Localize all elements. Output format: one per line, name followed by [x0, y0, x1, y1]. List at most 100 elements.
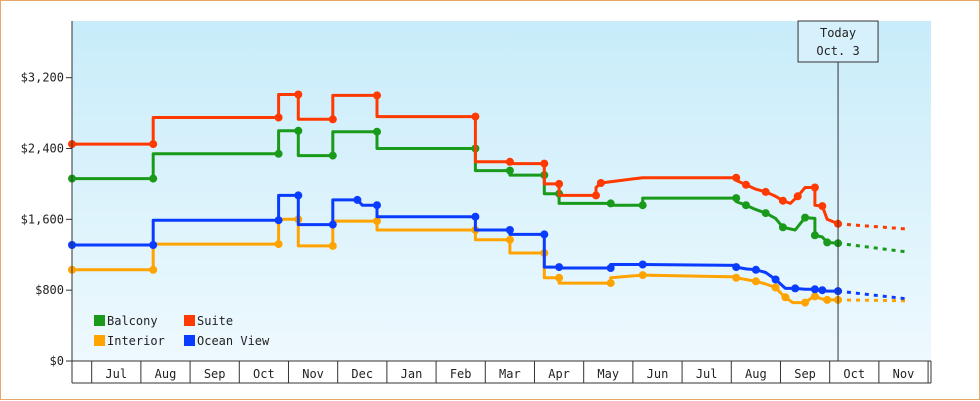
data-point-ocean-view	[471, 212, 480, 221]
data-point-suite	[810, 183, 819, 192]
series-line-balcony	[72, 129, 839, 245]
data-point-balcony	[742, 201, 750, 210]
data-point-balcony	[505, 166, 514, 175]
data-point-ocean-view	[791, 284, 800, 293]
legend-swatch-interior	[94, 335, 105, 346]
data-point-interior	[751, 277, 760, 286]
data-point-interior	[771, 283, 780, 292]
data-point-suite	[761, 187, 770, 196]
data-point-suite	[818, 202, 827, 211]
y-tick-label: $0	[50, 354, 64, 368]
data-point-interior	[810, 292, 819, 301]
series-projection-ocean-view	[837, 289, 909, 301]
data-point-balcony	[294, 126, 303, 135]
x-tick-label: Mar	[499, 367, 521, 381]
legend-label-suite: Suite	[197, 314, 233, 328]
data-point-ocean-view	[149, 241, 158, 249]
x-tick-label: Apr	[548, 367, 570, 381]
series-line-interior	[72, 217, 838, 305]
data-point-interior	[638, 271, 647, 280]
x-tick-label: Jun	[647, 367, 669, 381]
data-point-interior	[606, 279, 615, 288]
today-date-label: Oct. 3	[816, 44, 859, 58]
data-point-suite	[149, 140, 158, 149]
data-point-suite	[596, 179, 605, 187]
data-point-balcony	[606, 199, 615, 208]
data-point-ocean-view	[818, 286, 827, 295]
series-projection-interior	[837, 298, 909, 303]
data-point-ocean-view	[373, 201, 381, 210]
y-tick-label: $1,600	[21, 212, 64, 226]
data-point-ocean-view	[606, 264, 615, 272]
data-point-suite	[274, 113, 283, 122]
y-tick-label: $800	[35, 283, 64, 297]
x-tick-label: Aug	[155, 367, 177, 381]
data-point-suite	[778, 196, 787, 205]
x-tick-label: Jan	[401, 367, 423, 381]
data-point-suite	[555, 179, 564, 188]
legend-label-balcony: Balcony	[107, 314, 158, 328]
today-box	[797, 20, 879, 63]
data-point-interior	[328, 241, 337, 250]
data-point-balcony	[778, 223, 787, 232]
data-point-ocean-view	[353, 195, 362, 204]
legend-swatch-suite	[184, 315, 195, 326]
data-point-ocean-view	[638, 260, 647, 269]
x-tick-label: Jul	[105, 367, 127, 381]
y-tick-label: $3,200	[21, 71, 64, 85]
data-point-ocean-view	[274, 216, 283, 225]
data-point-balcony	[274, 149, 283, 158]
data-point-balcony	[328, 151, 337, 160]
x-tick-label: Sep	[794, 367, 816, 381]
data-point-interior	[149, 265, 158, 274]
data-point-interior	[732, 273, 741, 282]
x-tick-label: Nov	[893, 367, 915, 381]
data-point-balcony	[810, 231, 819, 240]
data-point-suite	[294, 90, 303, 99]
x-tick-label: Oct	[843, 367, 865, 381]
data-point-suite	[505, 157, 514, 166]
data-point-ocean-view	[751, 265, 760, 274]
data-point-suite	[732, 173, 741, 182]
legend-swatch-ocean-view	[184, 335, 195, 346]
data-point-balcony	[373, 127, 381, 136]
data-point-ocean-view	[540, 230, 549, 239]
data-point-ocean-view	[771, 275, 780, 284]
data-point-interior	[505, 235, 514, 244]
legend-label-interior: Interior	[107, 334, 165, 348]
series-projection-suite	[837, 222, 909, 231]
x-tick-label: May	[597, 367, 619, 381]
data-point-balcony	[638, 201, 647, 210]
x-tick-label: Nov	[302, 367, 324, 381]
x-tick-label: Oct	[253, 367, 275, 381]
data-point-interior	[801, 298, 810, 307]
data-point-interior	[274, 240, 283, 249]
data-point-balcony	[149, 174, 158, 183]
data-point-interior	[373, 217, 381, 226]
data-point-interior	[781, 293, 790, 302]
x-tick-label: Aug	[745, 367, 767, 381]
data-point-ocean-view	[328, 220, 337, 229]
plot-area	[72, 21, 931, 361]
series-projection-balcony	[837, 241, 909, 254]
data-point-suite	[793, 192, 802, 201]
x-tick-label: Feb	[450, 367, 472, 381]
legend-swatch-balcony	[94, 315, 105, 326]
data-point-suite	[742, 180, 750, 189]
data-point-ocean-view	[555, 263, 564, 272]
y-tick-label: $2,400	[21, 142, 64, 156]
data-point-ocean-view	[505, 226, 514, 234]
data-point-balcony	[761, 209, 770, 218]
data-point-suite	[471, 112, 480, 121]
data-point-suite	[592, 191, 600, 200]
data-point-interior	[823, 295, 832, 304]
data-point-suite	[540, 159, 549, 168]
data-point-suite	[328, 115, 337, 124]
data-point-ocean-view	[810, 285, 819, 294]
today-label: Today	[820, 26, 856, 40]
x-tick-label: Jul	[696, 367, 718, 381]
x-tick-label: Dec	[351, 367, 373, 381]
data-point-ocean-view	[732, 263, 741, 272]
